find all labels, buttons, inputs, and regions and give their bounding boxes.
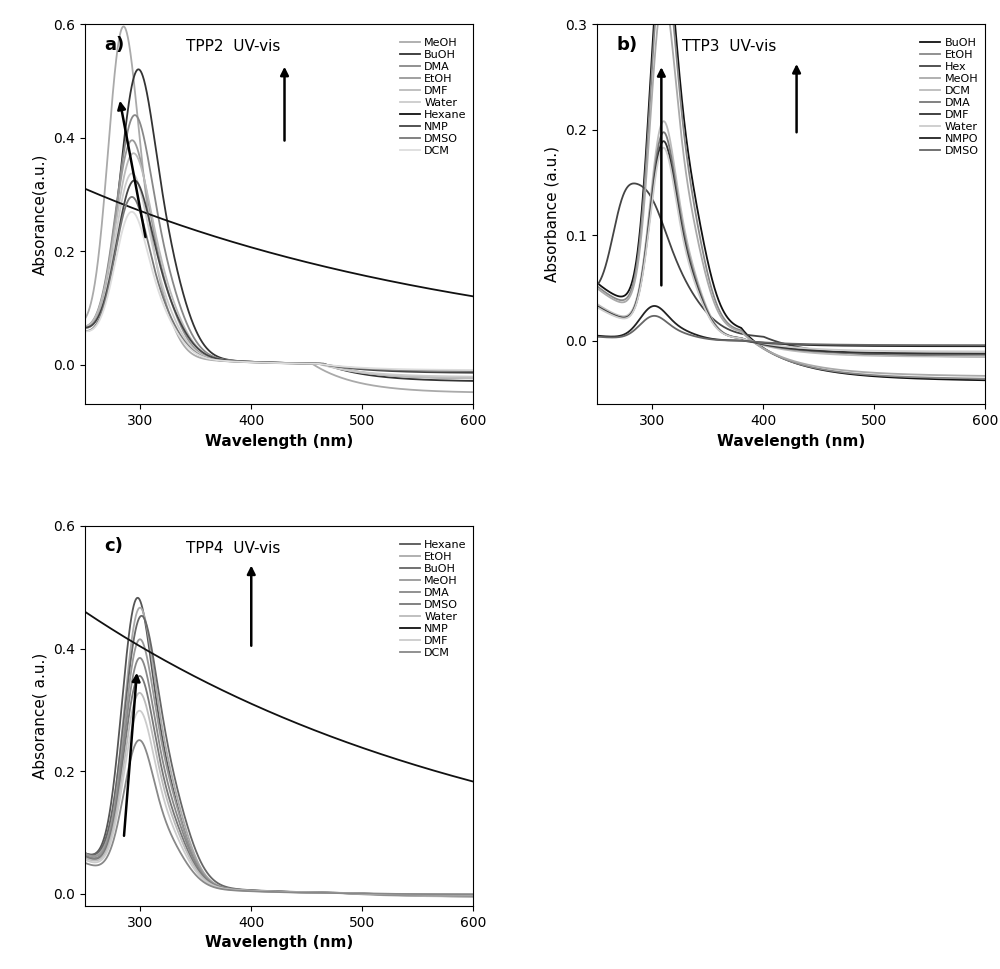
Text: b): b) <box>616 36 638 53</box>
Text: TPP2  UV-vis: TPP2 UV-vis <box>186 39 280 54</box>
Text: TPP4  UV-vis: TPP4 UV-vis <box>186 541 280 555</box>
X-axis label: Wavelength (nm): Wavelength (nm) <box>205 433 353 449</box>
Legend: Hexane, EtOH, BuOH, MeOH, DMA, DMSO, Water, NMP, DMF, DCM: Hexane, EtOH, BuOH, MeOH, DMA, DMSO, Wat… <box>395 535 471 662</box>
Y-axis label: Absorbance (a.u.): Absorbance (a.u.) <box>545 146 560 282</box>
Legend: MeOH, BuOH, DMA, EtOH, DMF, Water, Hexane, NMP, DMSO, DCM: MeOH, BuOH, DMA, EtOH, DMF, Water, Hexan… <box>395 34 471 161</box>
X-axis label: Wavelength (nm): Wavelength (nm) <box>205 935 353 951</box>
Text: c): c) <box>104 538 123 555</box>
Legend: BuOH, EtOH, Hex, MeOH, DCM, DMA, DMF, Water, NMPO, DMSO: BuOH, EtOH, Hex, MeOH, DCM, DMA, DMF, Wa… <box>916 34 983 161</box>
Y-axis label: Absorance( a.u.): Absorance( a.u.) <box>33 653 48 779</box>
Text: TTP3  UV-vis: TTP3 UV-vis <box>682 39 777 54</box>
Text: a): a) <box>104 36 125 53</box>
Y-axis label: Absorance(a.u.): Absorance(a.u.) <box>33 153 48 275</box>
X-axis label: Wavelength (nm): Wavelength (nm) <box>717 433 865 449</box>
